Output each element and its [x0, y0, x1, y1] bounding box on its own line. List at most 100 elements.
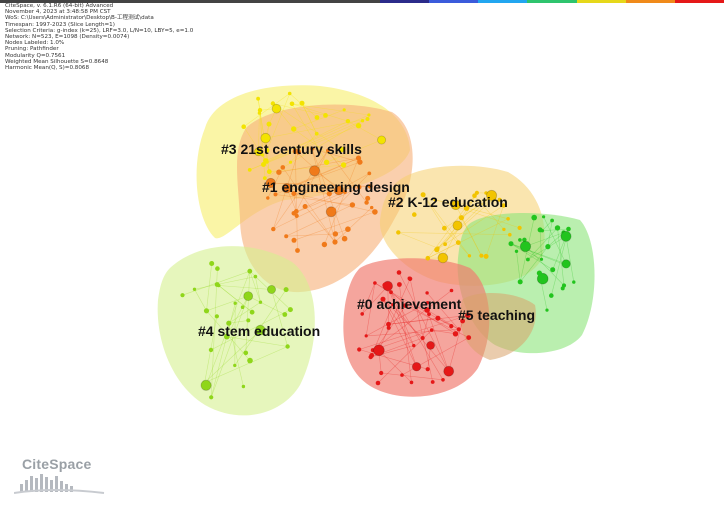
network-node-cluster-3[interactable] [271, 103, 282, 114]
network-node-cluster-1[interactable] [291, 237, 297, 243]
network-node-cluster-0[interactable] [424, 307, 430, 313]
network-node-cluster-0[interactable] [357, 347, 362, 352]
network-node-cluster-4[interactable] [258, 300, 263, 304]
network-node-cluster-3[interactable] [314, 115, 320, 120]
network-node-cluster-0[interactable] [382, 282, 388, 288]
network-node-cluster-3[interactable] [253, 147, 263, 157]
network-node-cluster-1[interactable] [294, 213, 299, 218]
network-node-cluster-4[interactable] [255, 324, 266, 336]
network-node-cluster-1[interactable] [345, 226, 351, 232]
network-node-cluster-1[interactable] [321, 241, 328, 248]
network-node-cluster-2[interactable] [479, 253, 484, 258]
network-node-cluster-1[interactable] [266, 196, 270, 200]
network-node-cluster-1[interactable] [281, 183, 292, 194]
network-node-cluster-1[interactable] [308, 165, 320, 177]
network-node-cluster-2[interactable] [486, 189, 498, 201]
network-node-cluster-5[interactable] [566, 226, 571, 232]
network-node-cluster-0[interactable] [397, 282, 402, 287]
network-node-cluster-4[interactable] [282, 312, 288, 317]
network-node-cluster-3[interactable] [266, 169, 272, 175]
network-node-cluster-1[interactable] [271, 226, 276, 232]
network-node-cluster-1[interactable] [284, 234, 289, 239]
network-node-cluster-0[interactable] [435, 315, 441, 321]
network-node-cluster-1[interactable] [370, 205, 374, 210]
network-node-cluster-1[interactable] [326, 148, 330, 153]
network-node-cluster-4[interactable] [215, 266, 220, 271]
network-node-cluster-5[interactable] [542, 215, 546, 219]
network-node-cluster-1[interactable] [355, 155, 362, 161]
network-node-cluster-2[interactable] [437, 252, 449, 264]
network-node-cluster-3[interactable] [365, 117, 370, 121]
network-node-cluster-4[interactable] [209, 261, 215, 266]
network-node-cluster-4[interactable] [203, 308, 210, 314]
network-node-cluster-5[interactable] [539, 257, 544, 261]
network-node-cluster-4[interactable] [247, 357, 253, 364]
network-node-cluster-2[interactable] [463, 205, 470, 211]
network-node-cluster-0[interactable] [425, 367, 430, 372]
network-node-cluster-4[interactable] [247, 268, 253, 274]
network-node-cluster-0[interactable] [452, 331, 459, 337]
network-node-cluster-5[interactable] [514, 249, 519, 253]
network-node-cluster-2[interactable] [452, 220, 463, 231]
network-node-cluster-5[interactable] [540, 229, 544, 233]
network-node-cluster-3[interactable] [288, 160, 293, 164]
network-node-cluster-0[interactable] [456, 327, 461, 332]
network-node-cluster-1[interactable] [357, 185, 362, 190]
network-node-cluster-0[interactable] [386, 321, 391, 327]
network-node-cluster-0[interactable] [364, 334, 368, 338]
network-node-cluster-2[interactable] [396, 230, 401, 235]
network-node-cluster-3[interactable] [241, 124, 246, 129]
network-node-cluster-3[interactable] [289, 101, 295, 107]
network-node-cluster-4[interactable] [240, 305, 245, 310]
network-node-cluster-2[interactable] [472, 193, 477, 198]
network-node-cluster-3[interactable] [323, 159, 330, 165]
network-node-cluster-1[interactable] [331, 207, 337, 213]
network-node-cluster-5[interactable] [522, 237, 527, 242]
network-node-cluster-3[interactable] [287, 91, 292, 96]
network-node-cluster-3[interactable] [377, 135, 387, 145]
network-node-cluster-5[interactable] [531, 214, 537, 221]
network-node-cluster-2[interactable] [517, 225, 522, 230]
network-node-cluster-4[interactable] [266, 284, 276, 294]
network-node-cluster-1[interactable] [265, 177, 276, 189]
network-node-cluster-0[interactable] [360, 312, 365, 316]
network-node-cluster-5[interactable] [545, 244, 551, 250]
network-node-cluster-4[interactable] [285, 344, 290, 349]
network-node-cluster-1[interactable] [273, 192, 278, 197]
network-node-cluster-4[interactable] [287, 307, 293, 313]
network-node-cluster-1[interactable] [367, 171, 372, 176]
network-node-cluster-2[interactable] [455, 240, 461, 246]
network-node-cluster-1[interactable] [276, 169, 282, 175]
network-node-cluster-3[interactable] [360, 119, 365, 123]
network-node-cluster-5[interactable] [564, 263, 570, 268]
network-node-cluster-0[interactable] [411, 362, 422, 372]
network-node-cluster-1[interactable] [357, 159, 363, 165]
network-node-cluster-0[interactable] [425, 301, 430, 305]
network-node-cluster-5[interactable] [508, 241, 514, 247]
network-node-cluster-0[interactable] [429, 328, 434, 332]
network-node-cluster-5[interactable] [517, 279, 523, 285]
network-node-cluster-3[interactable] [257, 111, 262, 115]
network-node-cluster-1[interactable] [342, 189, 347, 194]
network-node-cluster-3[interactable] [291, 126, 297, 132]
network-node-cluster-3[interactable] [256, 96, 260, 101]
network-node-cluster-1[interactable] [372, 209, 378, 215]
network-node-cluster-3[interactable] [265, 160, 269, 164]
network-node-cluster-5[interactable] [536, 270, 543, 276]
network-node-cluster-3[interactable] [338, 146, 345, 153]
cluster-label-0[interactable]: #0 achievement [357, 296, 462, 312]
network-node-cluster-2[interactable] [420, 192, 426, 198]
network-node-cluster-0[interactable] [430, 380, 435, 384]
network-node-cluster-0[interactable] [409, 380, 414, 385]
network-node-cluster-3[interactable] [314, 131, 319, 136]
network-node-cluster-2[interactable] [412, 212, 417, 217]
network-node-cluster-4[interactable] [224, 333, 230, 340]
network-node-cluster-0[interactable] [425, 291, 429, 295]
network-node-cluster-1[interactable] [332, 239, 338, 245]
network-node-cluster-5[interactable] [554, 225, 561, 231]
network-node-cluster-3[interactable] [355, 123, 362, 129]
network-node-cluster-4[interactable] [243, 291, 254, 302]
network-node-cluster-0[interactable] [407, 276, 412, 281]
network-node-cluster-1[interactable] [302, 204, 308, 209]
network-node-cluster-3[interactable] [299, 100, 305, 106]
